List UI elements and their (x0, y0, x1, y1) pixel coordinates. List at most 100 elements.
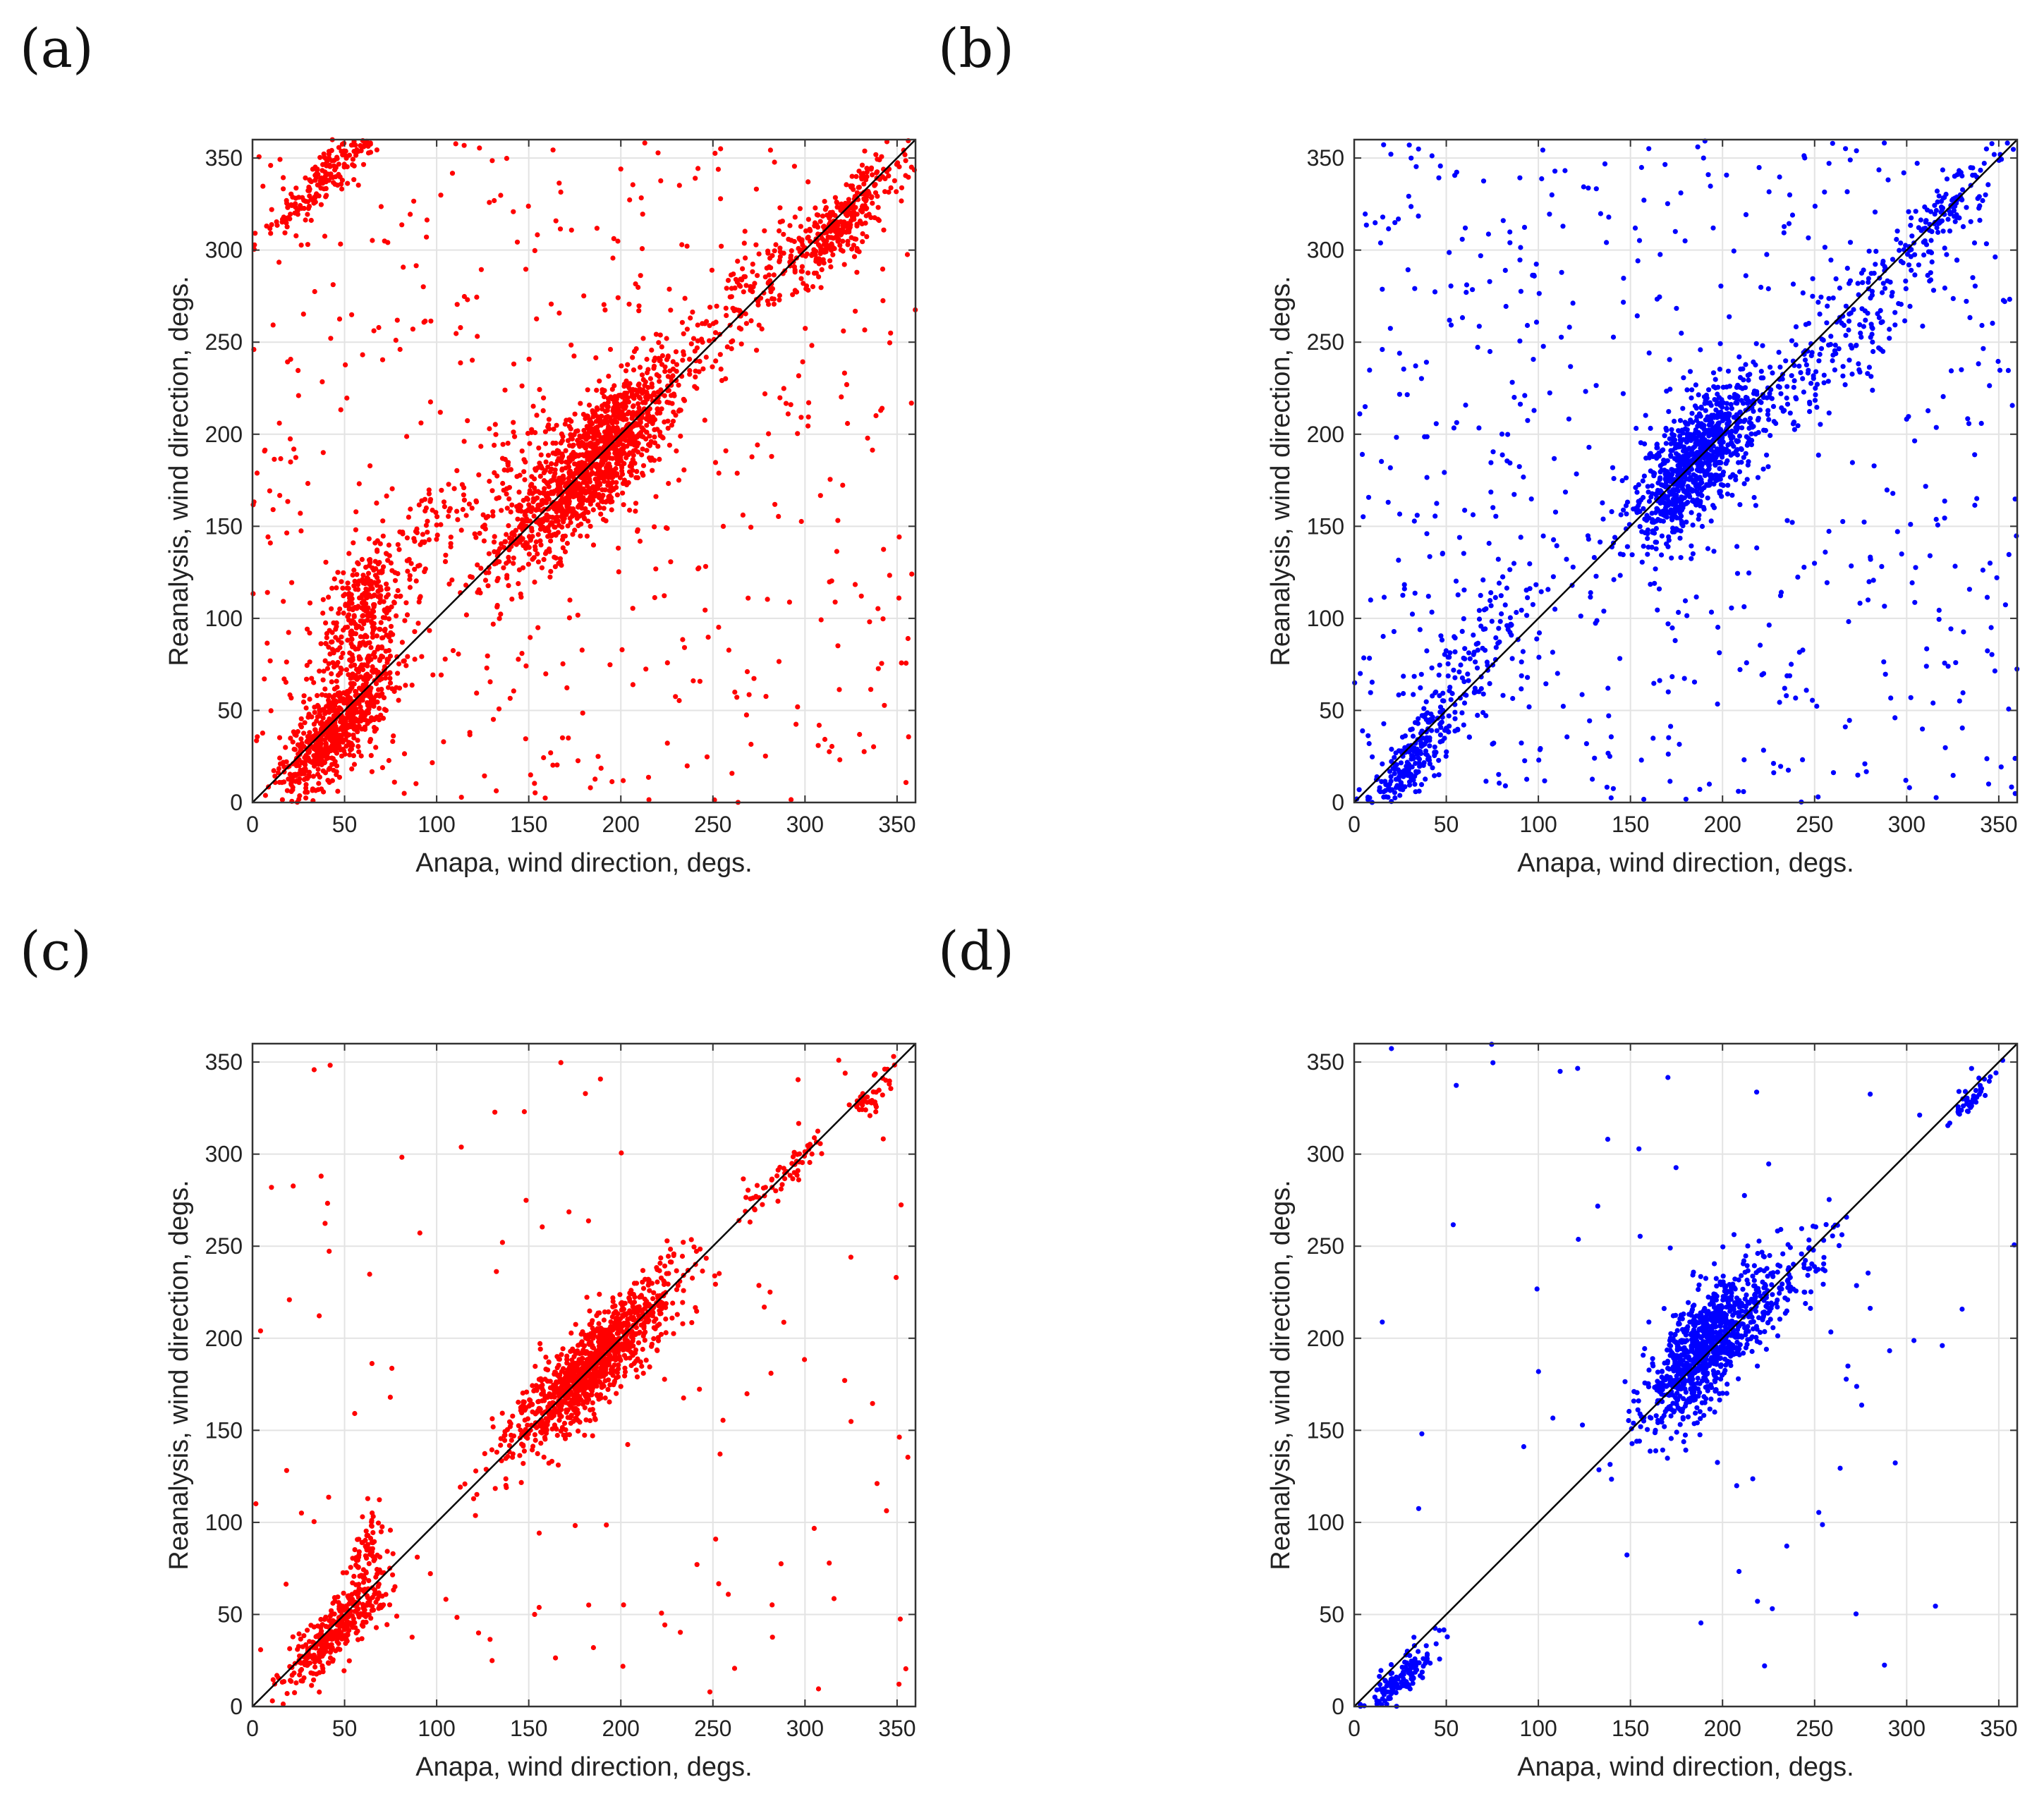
data-point (681, 467, 687, 473)
data-point (450, 648, 456, 654)
data-point (789, 797, 794, 802)
data-point (433, 510, 439, 515)
data-point (740, 266, 746, 271)
data-point (1773, 420, 1779, 427)
data-point (1784, 401, 1791, 407)
data-point (798, 224, 803, 229)
data-point (1461, 700, 1468, 706)
data-point (695, 338, 701, 343)
data-point (353, 689, 359, 695)
data-point (365, 721, 370, 726)
data-point (323, 179, 329, 185)
data-point (313, 193, 319, 198)
data-point (562, 481, 568, 487)
data-point (1680, 505, 1686, 511)
data-point (799, 237, 805, 243)
data-point (290, 739, 296, 745)
data-point (633, 346, 639, 352)
data-point (427, 628, 432, 633)
data-point (1705, 495, 1710, 501)
data-point (352, 578, 358, 584)
data-point (1499, 611, 1504, 617)
data-point (1719, 494, 1724, 499)
data-point (320, 610, 326, 616)
data-point (267, 658, 273, 664)
data-point (630, 468, 635, 473)
data-point (393, 337, 399, 343)
data-point (595, 438, 601, 444)
data-point (268, 231, 274, 236)
data-point (284, 788, 290, 793)
data-point (298, 724, 304, 730)
data-point (1654, 539, 1660, 545)
data-point (310, 733, 316, 739)
data-point (696, 369, 702, 374)
data-point (546, 548, 552, 554)
data-point (1545, 587, 1551, 592)
data-point (1664, 541, 1669, 547)
data-point (537, 460, 542, 466)
data-point (1498, 593, 1504, 599)
data-point (1420, 743, 1426, 748)
data-point (549, 461, 554, 467)
data-point (399, 640, 406, 645)
data-point (821, 247, 827, 252)
data-point (533, 539, 539, 545)
data-point (358, 142, 363, 149)
data-point (506, 523, 511, 529)
data-point (302, 755, 308, 760)
data-point (344, 733, 350, 739)
data-point (1710, 503, 1716, 508)
data-point (531, 555, 537, 561)
data-point (575, 612, 580, 618)
data-point (1652, 530, 1657, 536)
data-point (738, 341, 744, 347)
data-point (351, 721, 356, 727)
data-point (1711, 449, 1717, 455)
data-point (1623, 503, 1629, 508)
data-point (306, 204, 312, 209)
data-point (1690, 551, 1696, 556)
data-point (347, 657, 353, 663)
data-point (405, 568, 410, 574)
data-point (670, 373, 676, 379)
data-point (1411, 673, 1417, 679)
data-point (504, 492, 509, 497)
data-point (705, 635, 711, 640)
data-point (346, 551, 352, 556)
data-point (858, 593, 864, 599)
data-point (1484, 659, 1490, 665)
data-point (684, 763, 690, 769)
data-point (615, 439, 621, 445)
data-point (550, 147, 556, 153)
data-point (381, 599, 387, 604)
data-point (1387, 788, 1393, 793)
data-point (512, 434, 518, 439)
data-point (321, 668, 327, 674)
data-point (714, 303, 719, 309)
data-point (872, 190, 879, 195)
data-point (437, 410, 443, 415)
data-point (585, 387, 590, 393)
data-point (586, 429, 592, 434)
data-point (1739, 459, 1744, 465)
data-point (341, 593, 346, 599)
data-point (817, 258, 823, 264)
data-point (616, 415, 622, 421)
data-point (1659, 468, 1665, 473)
data-point (777, 395, 783, 401)
x-tick-label: 250 (694, 812, 731, 837)
data-point (277, 157, 283, 162)
data-point (529, 528, 535, 534)
data-point (339, 753, 345, 759)
data-point (428, 318, 434, 324)
data-point (339, 178, 345, 183)
data-point (373, 667, 379, 673)
data-point (625, 362, 631, 367)
data-point (602, 441, 609, 446)
data-point (1728, 402, 1734, 408)
data-point (345, 624, 351, 630)
data-point (762, 391, 768, 397)
data-point (1488, 598, 1493, 604)
data-point (755, 442, 760, 448)
